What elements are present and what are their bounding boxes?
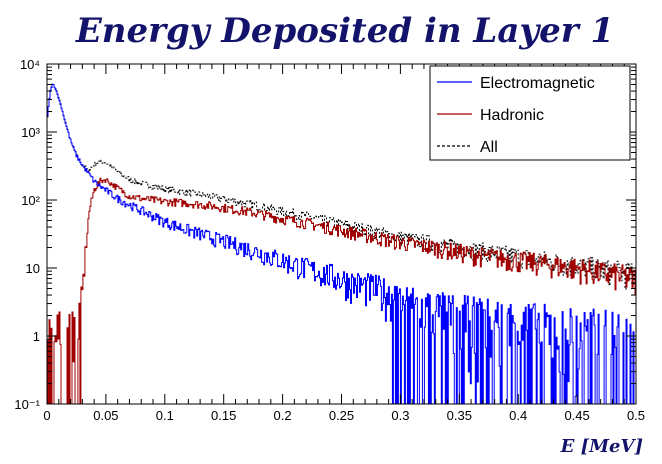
y-tick-label: 1 bbox=[33, 329, 40, 344]
y-tick-label: 10² bbox=[21, 193, 40, 208]
series-line-all bbox=[47, 83, 636, 290]
x-tick-label: 0.25 bbox=[329, 408, 354, 423]
y-tick-label: 10⁻¹ bbox=[14, 397, 40, 412]
y-tick-label: 10⁴ bbox=[20, 57, 40, 72]
x-tick-label: 0.1 bbox=[156, 408, 174, 423]
legend-label-electromagnetic: Electromagnetic bbox=[480, 75, 595, 92]
x-tick-label: 0.35 bbox=[447, 408, 472, 423]
x-tick-label: 0.2 bbox=[274, 408, 292, 423]
y-tick-label: 10 bbox=[26, 261, 40, 276]
chart-title: Energy Deposited in Layer 1 bbox=[75, 11, 614, 51]
x-tick-label: 0 bbox=[43, 408, 50, 423]
x-tick-label: 0.4 bbox=[509, 408, 527, 423]
x-tick-label: 0.45 bbox=[564, 408, 589, 423]
x-tick-label: 0.3 bbox=[391, 408, 409, 423]
x-tick-label: 0.15 bbox=[211, 408, 236, 423]
axes: 0 0.05 0.1 0.15 0.2 0.25 0.3 0.35 0.4 0.45 0.5 10⁻¹… bbox=[14, 57, 645, 423]
legend: Electromagnetic Hadronic All bbox=[429, 65, 631, 161]
series-line-hadronic bbox=[47, 177, 636, 405]
x-tick-label: 0.05 bbox=[93, 408, 118, 423]
x-axis-title: E [MeV] bbox=[560, 436, 643, 457]
x-tick-label: 0.5 bbox=[627, 408, 645, 423]
legend-label-all: All bbox=[480, 139, 498, 156]
legend-label-hadronic: Hadronic bbox=[480, 107, 544, 124]
y-tick-label: 10³ bbox=[21, 125, 40, 140]
